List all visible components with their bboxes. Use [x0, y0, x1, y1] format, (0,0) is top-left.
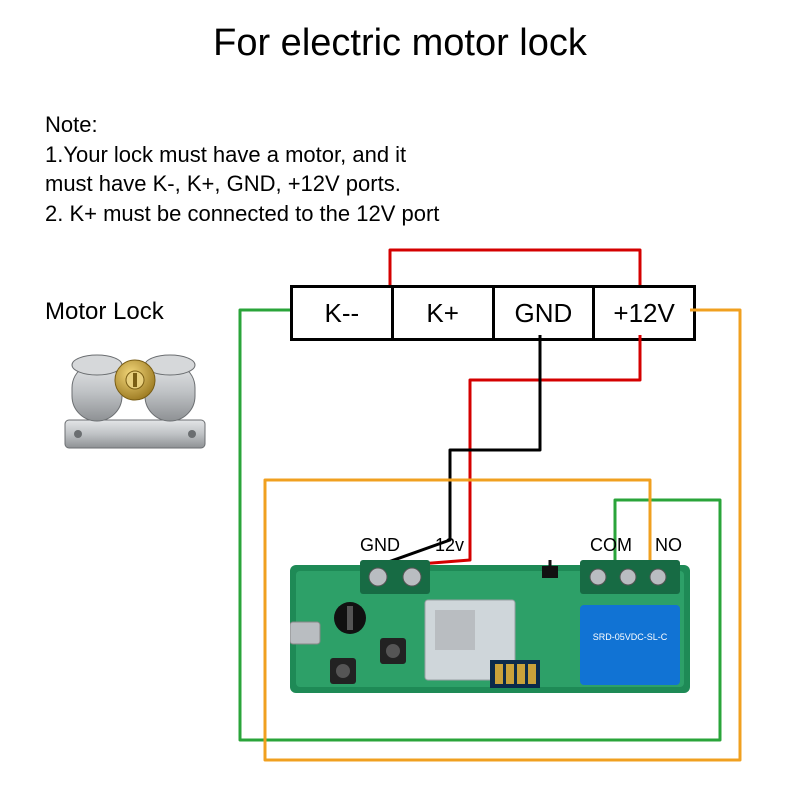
motor-lock-label: Motor Lock — [45, 298, 164, 326]
wire-red-12v-to-K+ — [390, 250, 640, 285]
terminal-block: K-- K+ GND +12V — [290, 285, 696, 341]
terminal-gnd: GND — [495, 288, 596, 338]
note-line-3: 2. K+ must be connected to the 12V port — [45, 199, 439, 229]
board-label-com: COM — [590, 535, 632, 556]
board-label-no: NO — [655, 535, 682, 556]
board-label-gnd: GND — [360, 535, 400, 556]
wire-black-gnd-to-board — [380, 335, 540, 565]
svg-text:SRD-05VDC-SL-C: SRD-05VDC-SL-C — [593, 632, 668, 642]
note-line-2: must have K-, K+, GND, +12V ports. — [45, 169, 439, 199]
motor-lock-illustration — [60, 335, 210, 455]
note-line-1: 1.Your lock must have a motor, and it — [45, 140, 439, 170]
terminal-k-minus: K-- — [293, 288, 394, 338]
page-title: For electric motor lock — [0, 22, 800, 65]
wire-red-12v-to-board — [407, 335, 640, 565]
note-heading: Note: — [45, 110, 439, 140]
note-block: Note: 1.Your lock must have a motor, and… — [45, 110, 439, 229]
terminal-12v: +12V — [595, 288, 693, 338]
board-label-12v: 12v — [435, 535, 464, 556]
relay-board-illustration: SRD-05VDC-SL-C — [290, 560, 690, 695]
terminal-k-plus: K+ — [394, 288, 495, 338]
